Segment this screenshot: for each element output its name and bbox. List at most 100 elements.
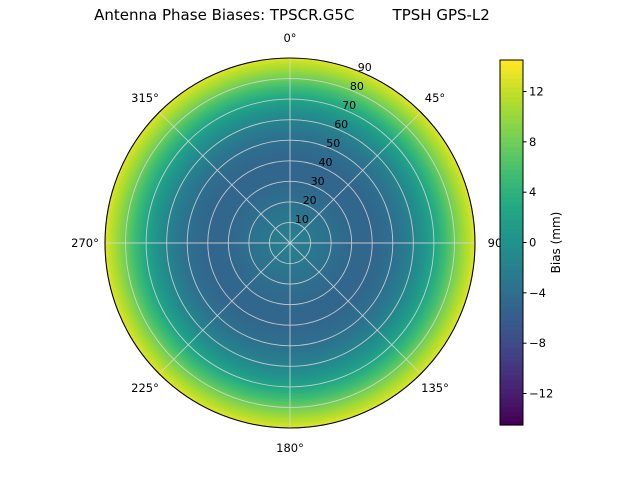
colorbar-segment xyxy=(500,215,523,221)
colorbar-segment xyxy=(500,383,523,390)
colorbar-segment xyxy=(500,260,523,266)
colorbar-segment xyxy=(500,324,523,330)
colorbar-segment xyxy=(500,142,523,148)
grid-spoke xyxy=(158,111,291,244)
colorbar-segment xyxy=(500,342,523,349)
angular-tick-label: 135° xyxy=(421,381,449,395)
colorbar-segment xyxy=(500,237,523,244)
colorbar-segment xyxy=(500,119,523,125)
colorbar-segment xyxy=(500,288,523,294)
colorbar-label: Bias (mm) xyxy=(549,212,563,274)
colorbar-segment xyxy=(500,206,523,212)
colorbar-segment xyxy=(500,247,523,253)
colorbar-segment xyxy=(500,242,523,248)
radial-tick-label: 20 xyxy=(303,194,317,207)
radial-tick-label: 80 xyxy=(350,80,364,93)
grid-spoke xyxy=(158,242,291,375)
colorbar-segment xyxy=(500,192,523,198)
colorbar-segment xyxy=(500,224,523,230)
colorbar-segment xyxy=(500,146,523,152)
colorbar-segment xyxy=(500,60,523,66)
colorbar-segment xyxy=(500,91,523,98)
colorbar-segment xyxy=(500,420,523,426)
radial-tick-label: 60 xyxy=(334,118,348,131)
colorbar-segment xyxy=(500,356,523,362)
colorbar-segment xyxy=(500,269,523,276)
radial-tick-label: 90 xyxy=(358,61,372,74)
colorbar-segment xyxy=(500,374,523,380)
colorbar-segment xyxy=(500,306,523,312)
colorbar-segment xyxy=(500,160,523,166)
colorbar-segment xyxy=(500,105,523,111)
colorbar-segment xyxy=(500,96,523,102)
colorbar-segment xyxy=(500,320,523,326)
colorbar-segment xyxy=(500,347,523,353)
colorbar-segment xyxy=(500,233,523,239)
radial-tick-label: 50 xyxy=(326,137,340,150)
colorbar-segment xyxy=(500,101,523,107)
colorbar-tick-label: 12 xyxy=(529,85,544,99)
colorbar-segment xyxy=(500,251,523,257)
colorbar-segment xyxy=(500,406,523,412)
colorbar-segment xyxy=(500,174,523,180)
colorbar-segment xyxy=(500,329,523,335)
colorbar-segment xyxy=(500,228,523,234)
colorbar-segment xyxy=(500,274,523,280)
colorbar-segment xyxy=(500,137,523,143)
colorbar-segment xyxy=(500,151,523,157)
grid-spoke xyxy=(289,111,422,244)
grid-spoke xyxy=(289,242,422,375)
colorbar-segment xyxy=(500,87,523,93)
angular-tick-label: 90 xyxy=(488,236,503,250)
colorbar-segment xyxy=(500,123,523,130)
angular-tick-label: 45° xyxy=(425,91,445,105)
colorbar-segment xyxy=(500,297,523,303)
colorbar-segment xyxy=(500,397,523,403)
colorbar-segment xyxy=(500,169,523,175)
colorbar-segment xyxy=(500,183,523,189)
colorbar-segment xyxy=(500,210,523,216)
colorbar-tick-label: 4 xyxy=(529,185,536,199)
angular-tick-label: 0° xyxy=(283,31,296,45)
colorbar-tick-label: −8 xyxy=(529,336,546,350)
colorbar-segment xyxy=(500,370,523,376)
colorbar-segment xyxy=(500,219,523,225)
colorbar-segment xyxy=(500,283,523,289)
colorbar-segment xyxy=(500,352,523,358)
colorbar-segment xyxy=(500,201,523,207)
colorbar-segment xyxy=(500,128,523,134)
angular-tick-label: 225° xyxy=(131,381,159,395)
colorbar-segment xyxy=(500,155,523,161)
colorbar-segment xyxy=(500,110,523,116)
colorbar-segment xyxy=(500,114,523,120)
colorbar-segment xyxy=(500,379,523,385)
angular-tick-label: 315° xyxy=(131,91,159,105)
polar-outline xyxy=(104,57,476,429)
colorbar-segment xyxy=(500,365,523,371)
colorbar-segment xyxy=(500,415,523,422)
colorbar-segment xyxy=(500,64,523,70)
colorbar-segment xyxy=(500,69,523,75)
colorbar-segment xyxy=(500,196,523,203)
colorbar-segment xyxy=(500,256,523,262)
radial-tick-label: 10 xyxy=(295,213,309,226)
colorbar-segment xyxy=(500,133,523,139)
colorbar-tick-label: −4 xyxy=(529,286,546,300)
colorbar-segment xyxy=(500,333,523,339)
chart-title: Antenna Phase Biases: TPSCR.G5C TPSH GPS… xyxy=(94,6,490,24)
colorbar-segment xyxy=(500,187,523,193)
colorbar-segment xyxy=(500,164,523,171)
colorbar-segment xyxy=(500,411,523,417)
colorbar-segment xyxy=(500,78,523,84)
colorbar-segment xyxy=(500,73,523,79)
colorbar-segment xyxy=(500,265,523,271)
colorbar-segment xyxy=(500,315,523,321)
colorbar-tick-label: 8 xyxy=(529,135,536,149)
radial-tick-label: 30 xyxy=(311,175,325,188)
colorbar-segment xyxy=(500,361,523,367)
colorbar-tick-label: −12 xyxy=(529,387,553,401)
colorbar-tick-label: 0 xyxy=(529,236,536,250)
radial-tick-label: 70 xyxy=(342,99,356,112)
